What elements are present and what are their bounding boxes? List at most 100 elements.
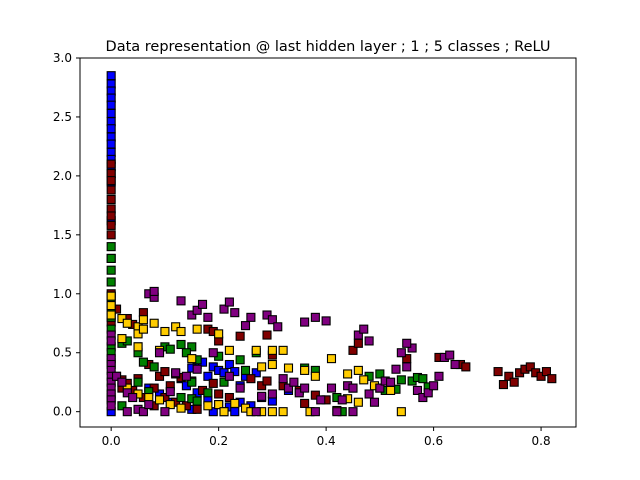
data-point (176, 403, 186, 413)
data-point (240, 321, 251, 331)
data-point (138, 407, 148, 417)
data-point (337, 395, 347, 405)
data-point (509, 377, 519, 387)
data-point (262, 330, 272, 340)
data-point (197, 299, 208, 309)
data-point (154, 371, 165, 381)
data-point (176, 296, 186, 306)
data-point (235, 331, 245, 341)
data-point (122, 318, 132, 328)
data-point (224, 297, 234, 307)
y-tick-label: 0.5 (53, 346, 72, 360)
data-point (386, 385, 396, 396)
data-point (498, 380, 509, 390)
y-tick-label: 2.0 (53, 169, 72, 183)
data-point (348, 407, 358, 417)
data-point (133, 377, 143, 387)
data-point (106, 124, 116, 134)
data-point (423, 388, 433, 398)
data-point (106, 100, 116, 110)
data-point (192, 404, 202, 414)
data-point (525, 362, 535, 372)
data-point (133, 342, 143, 352)
data-point (246, 312, 256, 322)
data-point (267, 407, 277, 417)
data-point (300, 383, 310, 393)
data-point (230, 308, 240, 318)
data-point (547, 374, 557, 384)
data-point (203, 388, 213, 398)
data-point (412, 385, 423, 396)
plot-frame (79, 57, 577, 428)
data-point (310, 312, 320, 322)
data-point (106, 230, 116, 240)
data-point (192, 324, 202, 334)
data-point (165, 344, 175, 354)
data-point (106, 220, 116, 230)
data-point (278, 374, 288, 384)
data-point (396, 348, 406, 358)
data-point (187, 310, 197, 320)
y-tick-label: 0.0 (53, 405, 72, 419)
points-layer (106, 71, 557, 417)
x-tick-label: 0.8 (532, 434, 551, 448)
data-point (187, 342, 197, 352)
data-point (203, 312, 213, 322)
data-point (138, 324, 148, 334)
data-point (106, 301, 116, 311)
data-point (332, 407, 342, 417)
data-point (396, 375, 406, 385)
data-point (117, 401, 127, 411)
data-point (375, 369, 385, 379)
data-point (106, 242, 116, 252)
data-point (407, 343, 417, 353)
data-point (106, 401, 116, 411)
data-point (251, 345, 261, 355)
data-point (353, 365, 363, 375)
data-point (117, 334, 127, 344)
data-point (541, 367, 551, 377)
data-point (106, 277, 116, 287)
data-point (353, 397, 363, 407)
data-point (106, 176, 116, 186)
data-point (171, 322, 181, 332)
data-point (106, 211, 116, 221)
data-point (283, 383, 294, 393)
data-point (203, 401, 213, 411)
data-point (171, 368, 181, 378)
data-point (106, 336, 116, 346)
data-point (273, 322, 283, 332)
data-point (348, 345, 358, 355)
data-point (187, 377, 197, 387)
data-point (154, 395, 165, 405)
data-point (192, 305, 202, 315)
plot-background (80, 58, 576, 427)
data-point (267, 345, 277, 355)
data-point (316, 395, 326, 405)
data-point (235, 355, 245, 365)
data-point (117, 313, 127, 324)
data-point (149, 362, 159, 372)
data-point (364, 389, 374, 399)
data-point (246, 374, 256, 384)
data-point (208, 348, 218, 358)
data-point (434, 371, 444, 381)
data-point (165, 387, 175, 397)
data-point (278, 345, 288, 355)
x-axis: 0.0 0.2 0.4 0.6 0.8 (102, 427, 551, 448)
data-point (181, 348, 191, 358)
data-point (187, 354, 197, 364)
data-point (359, 324, 369, 334)
data-point (133, 329, 143, 339)
data-point (300, 398, 310, 408)
data-point (176, 392, 186, 403)
y-tick-label: 1.0 (53, 287, 72, 301)
data-point (267, 315, 277, 325)
data-point (429, 381, 439, 391)
data-point (359, 375, 369, 385)
data-point (144, 400, 154, 410)
y-tick-label: 1.5 (53, 228, 72, 242)
data-point (106, 310, 116, 320)
